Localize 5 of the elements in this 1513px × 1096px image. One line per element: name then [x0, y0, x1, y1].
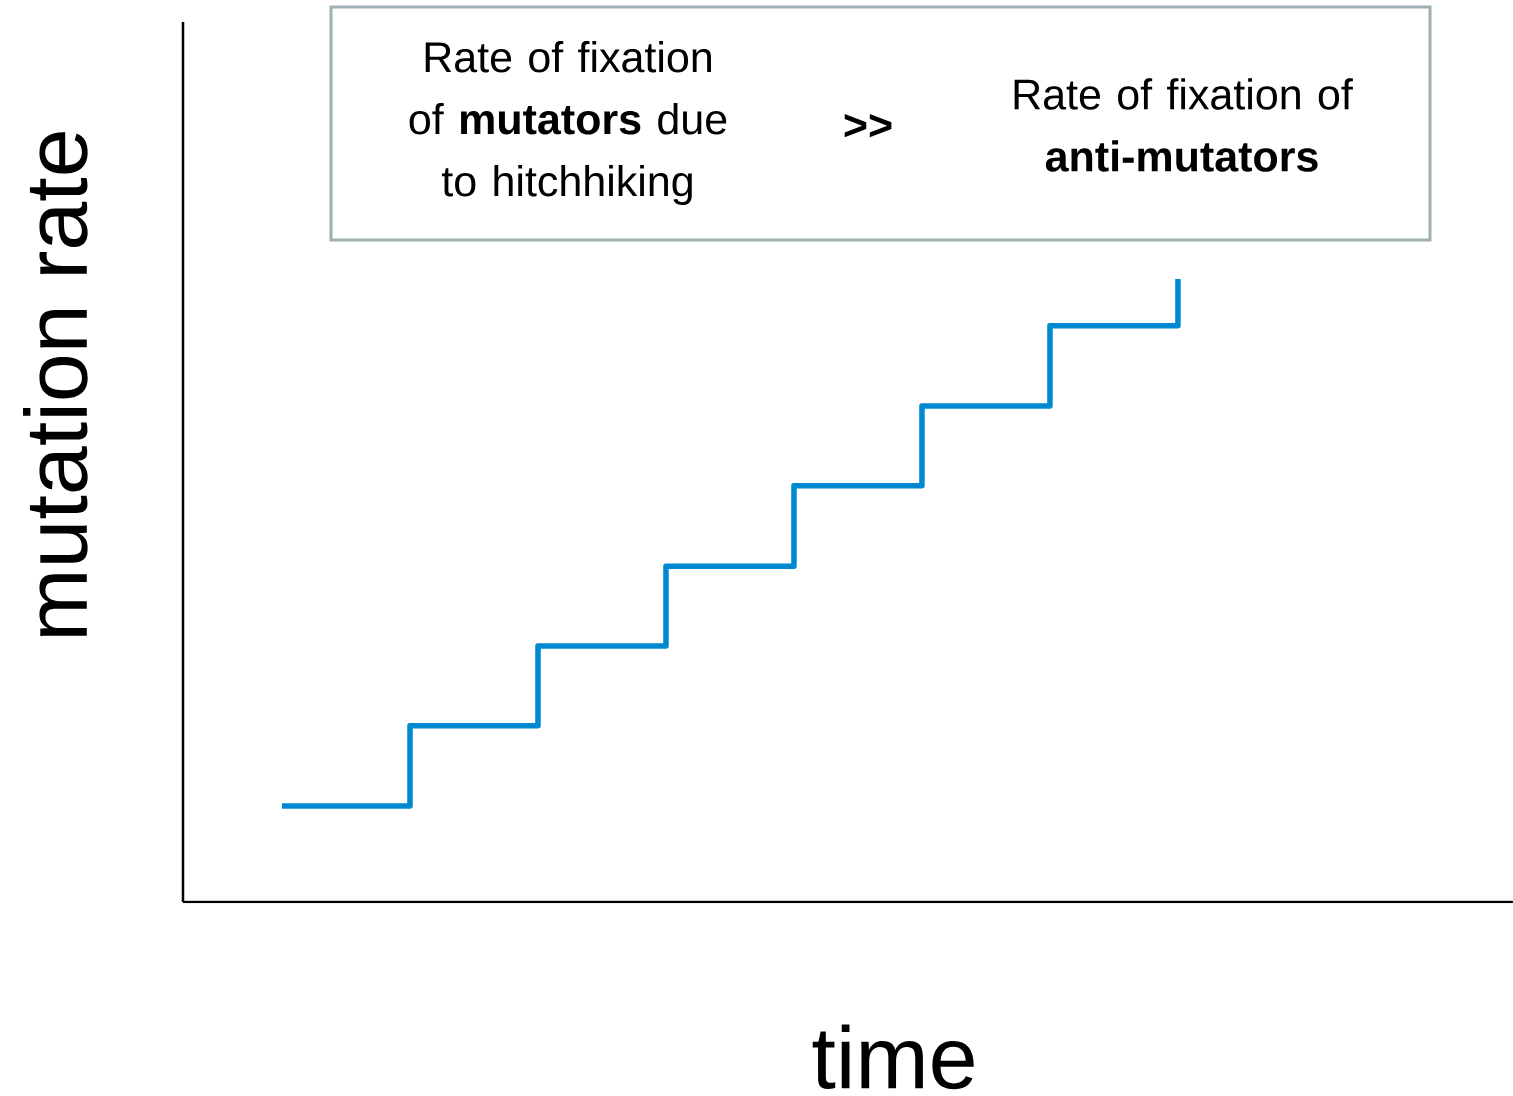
text: >> — [844, 114, 892, 138]
text: Rate of fixation of mutators due to hitchhiking — [409, 40, 727, 206]
text: Rate of fixation of anti-mutators — [1014, 78, 1353, 172]
y-axis-title: mutation rate — [23, 132, 88, 636]
x-axis-title: time — [812, 1024, 974, 1090]
